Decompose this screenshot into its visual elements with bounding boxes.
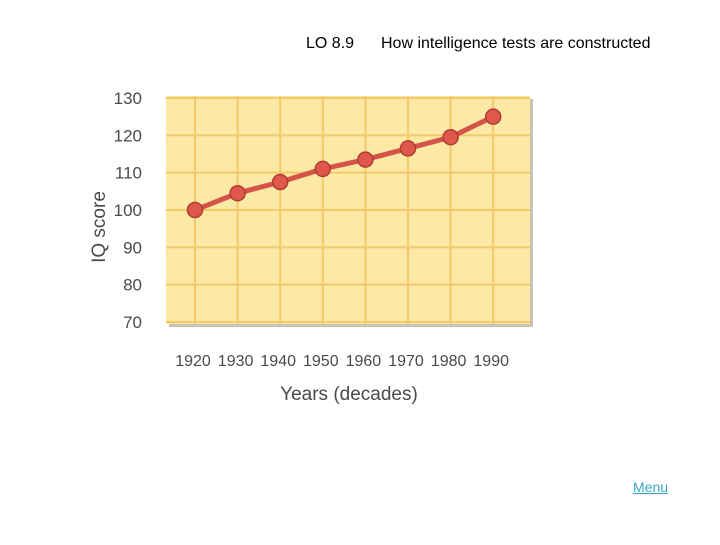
x-tick-label: 1930 [218,353,254,370]
data-point [484,108,502,125]
data-point [186,201,204,219]
y-tick-label: 120 [114,126,142,145]
y-tick-label: 90 [123,238,142,257]
x-tick-label: 1980 [431,353,467,370]
data-point [229,184,246,202]
data-point [314,160,332,178]
x-tick-label: 1960 [346,353,382,370]
x-tick-label: 1920 [175,353,211,370]
y-axis-label: IQ score [89,191,110,263]
data-point [442,128,459,146]
menu-link[interactable]: Menu [633,479,669,495]
x-tick-label: 1970 [388,353,424,370]
learning-objective-code: LO 8.9 [306,35,355,52]
data-point [271,173,289,191]
x-tick-label: 1940 [260,353,296,370]
y-tick-label: 80 [123,276,142,295]
y-tick-label: 70 [123,313,142,332]
slide-header: LO 8.9 How intelligence tests are constr… [0,35,720,59]
data-point [399,140,417,157]
y-tick-label: 110 [115,164,142,183]
x-axis-label: Years (decades) [280,384,418,405]
x-tick-label: 1950 [303,353,339,370]
data-point [357,151,374,168]
y-tick-label: 130 [114,89,142,108]
y-tick-label: 100 [114,201,142,220]
learning-objective-title: How intelligence tests are constructed [381,35,651,52]
x-tick-label: 1990 [473,353,509,370]
